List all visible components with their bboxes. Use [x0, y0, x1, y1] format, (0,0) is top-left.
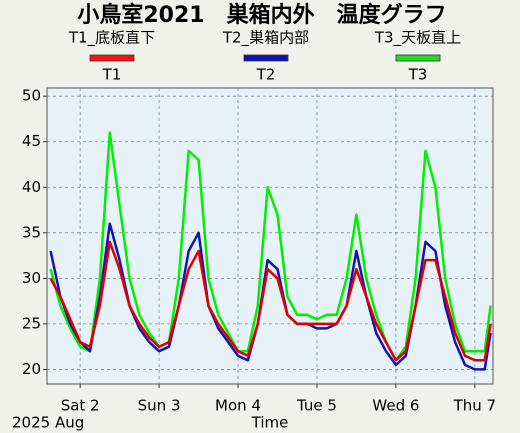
legend-label: T2	[256, 66, 276, 84]
legend-swatch	[395, 54, 441, 62]
x-tick-label: Sat 2	[61, 397, 100, 415]
legend-description: T1_底板直下	[68, 29, 155, 48]
legend-description: T3_天板直上	[374, 29, 461, 48]
y-tick-label: 30	[22, 269, 41, 287]
chart-title: 小鳥室2021 巣箱内外 温度グラフ	[77, 2, 446, 28]
y-tick-label: 25	[22, 314, 41, 332]
x-tick-label: Thu 7	[453, 397, 497, 415]
legend-label: T3	[408, 66, 428, 84]
legend-description: T2_巣箱内部	[222, 29, 309, 48]
x-tick-label: Wed 6	[372, 397, 419, 415]
x-tick-label: Sun 3	[138, 397, 181, 415]
y-tick-label: 40	[22, 178, 41, 196]
x-axis-label: Time	[251, 414, 289, 432]
line-series	[49, 240, 492, 362]
line-series	[49, 131, 492, 362]
y-tick-label: 45	[22, 132, 41, 150]
y-tick-label: 20	[22, 360, 41, 378]
y-tick-label: 50	[22, 87, 41, 105]
x-tick-label: Mon 4	[215, 397, 261, 415]
legend-swatch	[89, 54, 135, 62]
legend-label: T1	[102, 66, 122, 84]
legend-swatch	[243, 54, 289, 62]
y-tick-label: 35	[22, 223, 41, 241]
annotation: 2025 Aug	[12, 414, 84, 432]
x-tick-label: Tue 5	[296, 397, 337, 415]
